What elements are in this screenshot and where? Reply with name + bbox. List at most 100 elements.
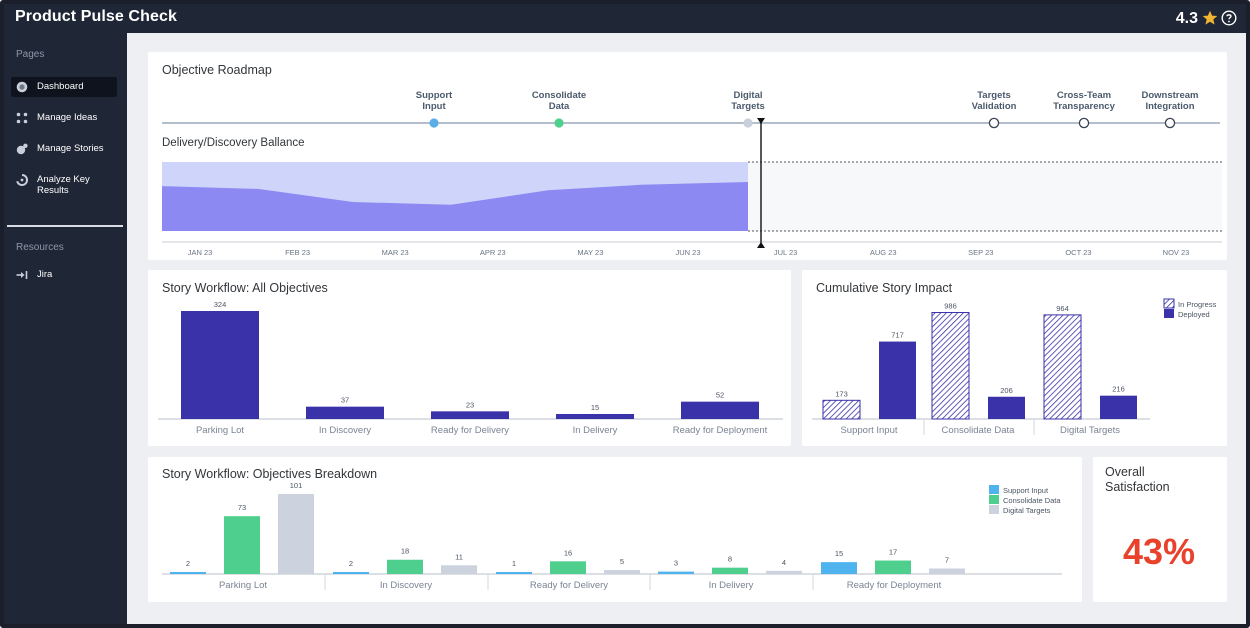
bar-value-label: 11 — [455, 552, 463, 561]
milestone-marker — [1164, 117, 1176, 129]
legend-swatch — [989, 485, 999, 494]
month-tick-label: JUL 23 — [774, 248, 798, 257]
legend-label: Support Input — [1003, 486, 1049, 495]
bar-value-label: 216 — [1112, 385, 1125, 394]
bar-value-label: 37 — [341, 396, 349, 405]
category-label: In Delivery — [573, 425, 618, 436]
sidebar-item-label: Manage Stories — [37, 143, 104, 154]
month-tick-label: MAY 23 — [577, 248, 603, 257]
month-tick-label: NOV 23 — [1163, 248, 1190, 257]
satisfaction-card: Overall Satisfaction 43% — [1093, 457, 1227, 602]
month-tick-label: SEP 23 — [968, 248, 993, 257]
month-tick-label: AUG 23 — [870, 248, 897, 257]
sidebar-item-label: Jira — [37, 269, 53, 280]
bar-value-label: 173 — [835, 389, 848, 398]
in-progress-bar — [931, 312, 970, 420]
legend-swatch — [989, 495, 999, 504]
milestone-marker — [1078, 117, 1090, 129]
category-label: In Discovery — [380, 580, 433, 591]
top-bar: Product Pulse Check 4.3 — [4, 4, 1246, 33]
bar — [431, 411, 509, 419]
month-tick-label: JUN 23 — [675, 248, 700, 257]
balance-title: Delivery/Discovery Ballance — [162, 137, 305, 149]
sidebar-item-manage-ideas[interactable]: Manage Ideas — [11, 108, 117, 128]
pages-heading: Pages — [16, 49, 45, 60]
category-label: Parking Lot — [196, 425, 244, 436]
rating-value: 4.3 — [1175, 10, 1198, 27]
bar-value-label: 5 — [620, 557, 624, 566]
star-icon — [1202, 10, 1218, 25]
jira-icon — [16, 271, 28, 279]
legend-in-progress-swatch — [1163, 298, 1175, 309]
sidebar-item-analyze-key-results[interactable]: Analyze Key Results — [11, 170, 117, 198]
legend-label: Digital Targets — [1003, 506, 1051, 515]
bar — [681, 401, 759, 419]
bar — [224, 516, 260, 574]
bar-value-label: 3 — [674, 559, 678, 568]
month-tick-label: APR 23 — [480, 248, 506, 257]
bar-value-label: 206 — [1000, 386, 1013, 395]
sidebar: Pages Dashboard Manage Ideas Manage Stor… — [4, 33, 127, 624]
bar-value-label: 1 — [512, 559, 516, 568]
category-label: Ready for Delivery — [431, 425, 509, 436]
workflow-all-chart: 324 Parking Lot 37 In Discovery 23 Ready for … — [158, 300, 783, 436]
category-label: Ready for Deployment — [847, 580, 942, 591]
bar-value-label: 986 — [944, 302, 957, 311]
month-tick-label: FEB 23 — [285, 248, 310, 257]
bar — [766, 570, 802, 574]
ideas-icon — [16, 112, 28, 124]
bar — [306, 406, 384, 419]
milestone-label: Cross-Team Transparency — [1053, 90, 1115, 112]
milestone-label: Targets Validation — [972, 90, 1017, 112]
app-title: Product Pulse Check — [15, 8, 177, 25]
milestone-label: Digital Targets — [731, 90, 765, 112]
stories-icon — [16, 143, 28, 155]
milestone-marker — [743, 118, 753, 128]
bar-value-label: 8 — [728, 555, 732, 564]
bar-value-label: 7 — [945, 555, 949, 564]
sidebar-item-manage-stories[interactable]: Manage Stories — [11, 139, 117, 159]
bar-value-label: 18 — [401, 547, 409, 556]
bar-value-label: 23 — [466, 400, 474, 409]
milestone-marker — [988, 117, 1000, 129]
sidebar-item-jira[interactable]: Jira — [11, 265, 117, 285]
sidebar-item-label: Manage Ideas — [37, 112, 98, 123]
delivery-area — [162, 182, 748, 231]
bar-value-label: 15 — [591, 403, 599, 412]
bar — [821, 562, 857, 574]
bar-value-label: 324 — [214, 300, 227, 309]
bar-value-label: 2 — [186, 559, 190, 568]
satisfaction-value: 43% — [1122, 531, 1196, 572]
category-label: Digital Targets — [1060, 425, 1120, 436]
workflow-all-card: Story Workflow: All Objectives 324 Parkin… — [148, 270, 791, 446]
bar-value-label: 964 — [1056, 304, 1069, 313]
legend-deployed-swatch — [1164, 309, 1174, 318]
bar-value-label: 4 — [782, 558, 786, 567]
dashboard-icon — [16, 81, 28, 93]
in-progress-bar — [822, 399, 861, 420]
roadmap-timeline: Support Input Consolidate Data Digital Target… — [162, 90, 1222, 257]
key-results-icon — [16, 174, 28, 186]
category-label: Parking Lot — [219, 580, 267, 591]
bar-value-label: 15 — [835, 549, 843, 558]
impact-title: Cumulative Story Impact — [816, 281, 953, 295]
month-tick-label: OCT 23 — [1065, 248, 1091, 257]
breakdown-card: Story Workflow: Objectives Breakdown 2 73… — [148, 457, 1082, 602]
roadmap-title: Objective Roadmap — [162, 63, 272, 77]
sidebar-item-label: Analyze Key Results — [37, 174, 90, 196]
bar-value-label: 717 — [891, 331, 904, 340]
bar — [712, 567, 748, 574]
bar — [929, 568, 965, 574]
bar — [170, 572, 206, 574]
deployed-bar — [988, 396, 1025, 419]
bar — [441, 565, 477, 574]
bar-value-label: 17 — [889, 548, 897, 557]
help-icon[interactable] — [1221, 10, 1237, 26]
bar — [278, 494, 314, 574]
legend-label: In Progress — [1178, 300, 1217, 309]
sidebar-item-dashboard[interactable]: Dashboard — [11, 77, 117, 97]
deployed-bar — [1100, 395, 1137, 419]
now-marker-top — [757, 118, 765, 124]
workflow-all-title: Story Workflow: All Objectives — [162, 281, 328, 295]
